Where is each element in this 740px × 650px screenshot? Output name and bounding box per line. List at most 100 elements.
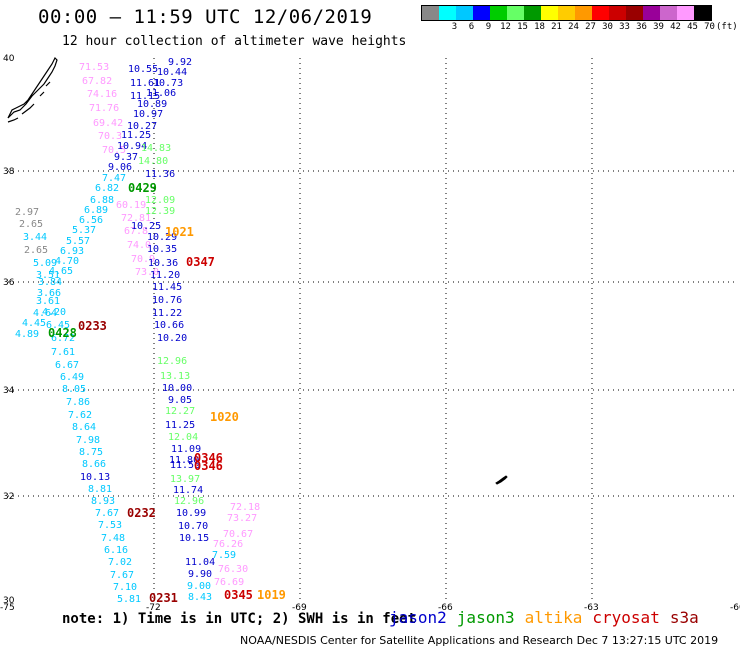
wave-height-value: 67.82 xyxy=(82,76,112,87)
wave-height-value: 10.29 xyxy=(147,232,177,243)
wave-height-value: 70.5 xyxy=(102,145,126,156)
legend-label: 15 xyxy=(517,22,528,32)
wave-height-value: 12.04 xyxy=(168,432,198,443)
wave-height-value: 2.97 xyxy=(15,207,39,218)
wave-height-value: 10.44 xyxy=(157,67,187,78)
wave-height-value: 10.13 xyxy=(80,472,110,483)
legend-swatch xyxy=(490,6,507,20)
wave-height-value: 10.55 xyxy=(128,64,158,75)
wave-height-value: 4.20 xyxy=(42,307,66,318)
wave-height-value: 71.53 xyxy=(79,62,109,73)
wave-height-value: 3.66 xyxy=(37,288,61,299)
wave-height-value: 70.9 xyxy=(131,254,155,265)
wave-height-value: 74.0 xyxy=(127,240,151,251)
wave-height-value: 69.42 xyxy=(93,118,123,129)
latitude-label: 36 xyxy=(3,278,15,288)
wave-height-value: 11.45 xyxy=(152,282,182,293)
legend-swatch xyxy=(643,6,660,20)
legend-label: 12 xyxy=(500,22,511,32)
wave-height-value: 7.98 xyxy=(76,435,100,446)
legend-swatch xyxy=(609,6,626,20)
legend-swatch xyxy=(694,6,711,20)
wave-height-value: 8.93 xyxy=(91,496,115,507)
wave-height-value: 10.25 xyxy=(131,221,161,232)
wave-height-value: 4.70 xyxy=(55,256,79,267)
satellite-jason2-label: jason2 xyxy=(389,608,447,627)
wave-height-value: 11.25 xyxy=(165,420,195,431)
satellite-legend: jason2 jason3 altika cryosat s3a xyxy=(389,608,709,627)
legend-swatch xyxy=(422,6,439,20)
legend-swatch xyxy=(558,6,575,20)
pass-time-label: 1021 xyxy=(165,225,194,239)
wave-height-value: 76.26 xyxy=(213,539,243,550)
wave-height-value: 10.35 xyxy=(147,244,177,255)
pass-time-label: 0232 xyxy=(127,506,156,520)
wave-height-value: 72.18 xyxy=(230,502,260,513)
wave-height-value: 73.0 xyxy=(135,267,159,278)
wave-height-value: 4.89 xyxy=(15,329,39,340)
wave-height-value: 6.67 xyxy=(55,360,79,371)
wave-height-value: 10.99 xyxy=(176,508,206,519)
wave-height-value: 9.37 xyxy=(114,152,138,163)
wave-height-value: 6.72 xyxy=(51,333,75,344)
wave-height-value: 7.61 xyxy=(51,347,75,358)
wave-height-value: 7.02 xyxy=(108,557,132,568)
wave-height-value: 10.94 xyxy=(117,141,147,152)
wave-height-value: 11.56 xyxy=(170,460,200,471)
wave-height-value: 10.66 xyxy=(154,320,184,331)
wave-height-value: 11.36 xyxy=(145,169,175,180)
wave-height-value: 10.36 xyxy=(148,258,178,269)
legend-label: 45 xyxy=(687,22,698,32)
wave-height-value: 11.06 xyxy=(146,88,176,99)
pass-time-label: 0428 xyxy=(48,326,77,340)
wave-height-value: 14.80 xyxy=(138,156,168,167)
legend-swatch xyxy=(626,6,643,20)
color-scale-legend xyxy=(421,5,712,21)
wave-height-value: 2.65 xyxy=(19,219,43,230)
wave-height-value: 6.82 xyxy=(95,183,119,194)
wave-height-value: 74.04 xyxy=(0,0,30,3)
latitude-label: 30 xyxy=(3,596,15,606)
wave-height-value: 7.67 xyxy=(95,508,119,519)
wave-height-value: 11.09 xyxy=(171,444,201,455)
coastline-islands xyxy=(7,81,51,123)
pass-time-label: 0429 xyxy=(128,181,157,195)
lat-lon-grid xyxy=(8,58,738,600)
credit-line: NOAA/NESDIS Center for Satellite Applica… xyxy=(240,634,719,647)
legend-label: 24 xyxy=(568,22,579,32)
wave-height-value: 70.3 xyxy=(98,131,122,142)
legend-swatch xyxy=(473,6,490,20)
wave-height-value: 10.27 xyxy=(127,121,157,132)
pass-time-label: 0231 xyxy=(149,591,178,605)
wave-height-value: 7.47 xyxy=(102,173,126,184)
wave-height-value: 11.20 xyxy=(150,270,180,281)
wave-height-value: 11.61 xyxy=(130,78,160,89)
legend-label: 3 xyxy=(451,22,458,32)
bermuda-island xyxy=(495,475,508,485)
wave-height-value: 10.20 xyxy=(157,333,187,344)
wave-height-value: 72.81 xyxy=(121,213,151,224)
legend-label: 39 xyxy=(653,22,664,32)
pass-time-label: 1020 xyxy=(210,410,239,424)
pass-time-label: 0346 xyxy=(194,451,223,465)
legend-swatch xyxy=(524,6,541,20)
page-title: 00:00 – 11:59 UTC 12/06/2019 xyxy=(38,6,373,28)
legend-swatch xyxy=(575,6,592,20)
satellite-altika-label: altika xyxy=(524,608,583,627)
wave-height-value: 7.48 xyxy=(101,533,125,544)
wave-height-values: 71.53 67.82 74.16 71.76 69.42 70.3 70.5 10.55 9.… xyxy=(0,0,260,605)
wave-height-value: 6.89 xyxy=(84,205,108,216)
wave-height-value: 76.30 xyxy=(218,564,248,575)
wave-height-value: 6.45 xyxy=(46,320,70,331)
longitude-label: -60 xyxy=(730,603,740,613)
axis-ticks: 40 38 36 34 32 30-75 -72 -69 -66 -63 -60 xyxy=(0,54,740,613)
wave-height-value: 10.73 xyxy=(153,78,183,89)
wave-height-value: 10.00 xyxy=(162,383,192,394)
satellite-cryosat-label: cryosat xyxy=(592,608,660,627)
pass-time-label: 1019 xyxy=(257,588,286,602)
wave-height-value: 2.65 xyxy=(24,245,48,256)
wave-height-value: 8.05 xyxy=(62,384,86,395)
legend-unit: (ft) xyxy=(716,22,738,32)
wave-height-value: 5.37 xyxy=(72,225,96,236)
wave-height-value: 12.09 xyxy=(145,195,175,206)
